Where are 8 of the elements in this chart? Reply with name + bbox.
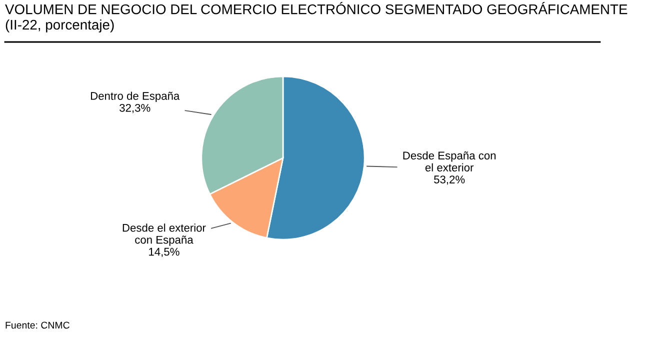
- data-label: 53,2%: [434, 176, 465, 185]
- data-label: 14,5%: [149, 248, 180, 257]
- chart-title: VOLUMEN DE NEGOCIO DEL COMERCIO ELECTRÓNICO SEGMENTADO GEOGRÁFICAMENTE (II-22, porcentaje): [5, 2, 628, 32]
- slice-label: Dentro de España: [90, 92, 180, 102]
- data-label: 32,3%: [120, 104, 150, 114]
- slice-label: Desde España con el exterior: [403, 151, 496, 172]
- source-note: Fuente: CNMC: [6, 322, 70, 329]
- slice-label: Desde el exterior con España: [122, 224, 206, 246]
